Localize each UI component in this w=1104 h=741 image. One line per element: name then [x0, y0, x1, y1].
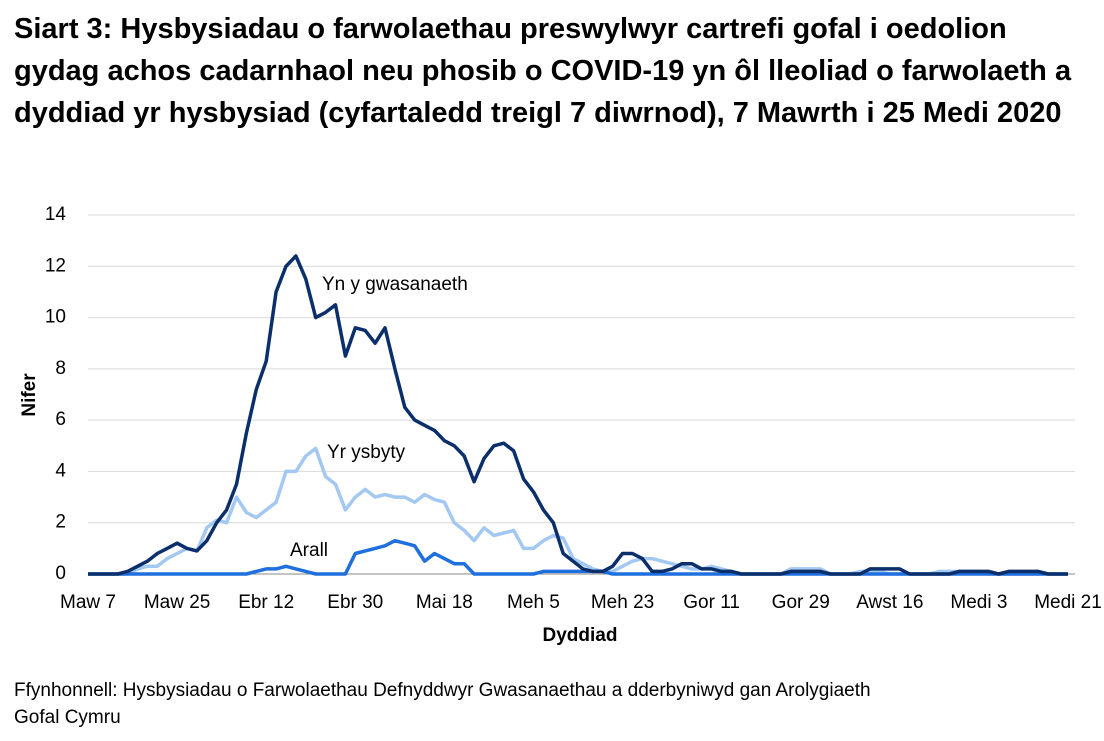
series-label: Yr ysbyty	[327, 442, 406, 463]
series-label: Yn y gwasanaeth	[322, 274, 468, 295]
data-line	[88, 538, 1068, 576]
x-tick-label: Meh 5	[507, 592, 560, 613]
chart: Dyddiad Nifer 0 2 4 6 8 10 12 14 Maw 7 Maw 25 Ebr …	[19, 204, 1102, 646]
chart-title: Siart 3: Hysbysiadau o farwolaethau pres…	[14, 13, 1072, 129]
x-tick-label: Medi 3	[950, 592, 1007, 613]
series-label: Arall	[290, 540, 328, 561]
y-tick-label: 8	[55, 358, 66, 379]
x-tick-label: Awst 16	[856, 592, 923, 613]
y-tick-label: 14	[45, 204, 67, 225]
y-tick-label: 6	[55, 409, 66, 430]
y-tick-label: 2	[55, 512, 66, 533]
x-tick-label: Gor 11	[683, 592, 740, 613]
x-tick-label: Gor 29	[772, 592, 830, 613]
y-tick-label: 0	[55, 563, 66, 584]
x-tick-label: Maw 7	[60, 592, 116, 613]
x-tick-label: Maw 25	[144, 592, 211, 613]
data-line	[88, 254, 1068, 576]
y-axis-label: Nifer	[19, 373, 40, 417]
x-tick-label: Mai 18	[416, 592, 473, 613]
x-tick-label: Meh 23	[591, 592, 654, 613]
x-tick-label: Medi 21	[1034, 592, 1102, 613]
x-tick-label: Ebr 12	[238, 592, 294, 613]
x-axis-label: Dyddiad	[543, 625, 618, 646]
data-line	[88, 446, 1068, 576]
x-tick-label: Ebr 30	[327, 592, 383, 613]
y-tick-label: 12	[45, 255, 66, 276]
source-note: Ffynhonnell: Hysbysiadau o Farwolaethau …	[14, 680, 871, 728]
y-tick-label: 10	[45, 307, 66, 328]
y-tick-label: 4	[55, 460, 66, 481]
